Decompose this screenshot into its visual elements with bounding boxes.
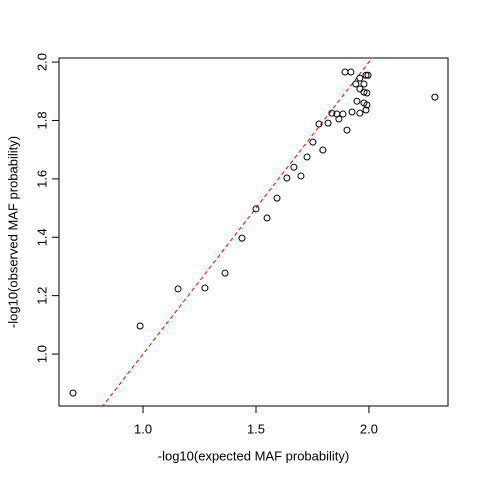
y-axis-title: -log10(observed MAF probability) xyxy=(5,136,20,328)
point xyxy=(352,80,360,88)
x-tick-label: 2.0 xyxy=(360,421,378,436)
point xyxy=(356,109,364,117)
point xyxy=(343,126,351,134)
point xyxy=(136,322,144,330)
point xyxy=(315,120,323,128)
point xyxy=(335,115,343,123)
point xyxy=(273,194,281,202)
point xyxy=(283,174,291,182)
y-tick-label: 2.0 xyxy=(34,53,49,71)
y-tick-label: 1.2 xyxy=(34,287,49,305)
point xyxy=(363,89,371,97)
point xyxy=(339,110,347,118)
point xyxy=(431,93,439,101)
point xyxy=(362,71,370,79)
point xyxy=(69,389,77,397)
point xyxy=(353,97,361,105)
point xyxy=(363,101,371,109)
point xyxy=(297,172,305,180)
point xyxy=(309,138,317,146)
point xyxy=(356,85,364,93)
y-tick-label: 1.4 xyxy=(34,228,49,246)
point xyxy=(174,285,182,293)
point xyxy=(303,153,311,161)
point xyxy=(362,106,370,114)
point xyxy=(290,163,298,171)
reference-line xyxy=(102,58,373,406)
point xyxy=(319,146,327,154)
x-tick-label: 1.5 xyxy=(247,421,265,436)
point xyxy=(263,214,271,222)
y-tick-label: 1.0 xyxy=(34,345,49,363)
point xyxy=(252,205,260,213)
point xyxy=(364,71,372,79)
point xyxy=(328,109,336,117)
point xyxy=(360,88,368,96)
plot-area xyxy=(69,58,439,406)
point xyxy=(221,269,229,277)
x-axis-title: -log10(expected MAF probability) xyxy=(158,448,349,463)
x-tick-label: 1.0 xyxy=(134,421,152,436)
point xyxy=(360,80,368,88)
point xyxy=(356,74,364,82)
point xyxy=(201,284,209,292)
y-tick-label: 1.6 xyxy=(34,170,49,188)
point xyxy=(341,68,349,76)
plot-frame xyxy=(58,57,449,407)
y-tick-label: 1.8 xyxy=(34,111,49,129)
point xyxy=(348,108,356,116)
point xyxy=(238,234,246,242)
point xyxy=(324,119,332,127)
point xyxy=(347,68,355,76)
